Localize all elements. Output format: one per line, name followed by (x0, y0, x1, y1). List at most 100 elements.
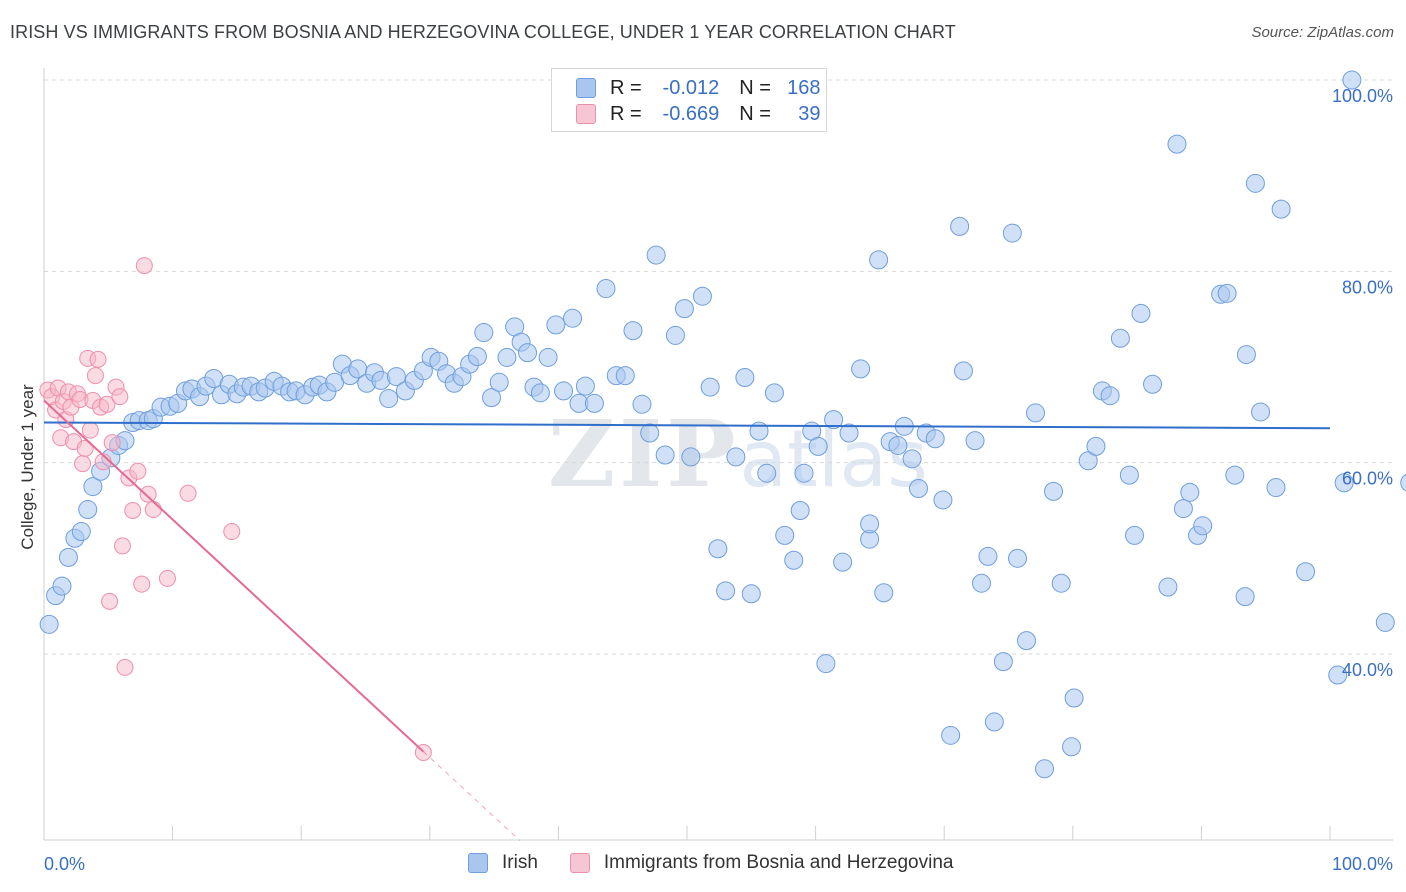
bosnia-point-32 (135, 257, 153, 275)
irish-swatch (576, 78, 596, 98)
bosnia-point-34 (144, 501, 162, 519)
irish-point-78 (632, 394, 652, 414)
irish-point-76 (615, 366, 635, 386)
irish-point-89 (726, 447, 746, 467)
irish-point-125 (1002, 223, 1022, 243)
irish-point-122 (978, 546, 998, 566)
bosnia-point-27 (116, 658, 134, 676)
irish-point-167 (860, 514, 880, 534)
irish-point-5 (71, 522, 91, 542)
irish-point-46 (379, 389, 399, 409)
irish-point-113 (908, 478, 928, 498)
irish-point-154 (1245, 173, 1265, 193)
irish-point-2 (52, 576, 72, 596)
y-tick-label-80: 80.0% (1342, 277, 1393, 297)
irish-point-141 (1131, 303, 1151, 323)
irish-point-72 (575, 376, 595, 396)
irish-point-7 (83, 477, 103, 497)
irish-point-105 (851, 359, 871, 379)
legend-n-bosnia: 39 (798, 102, 821, 125)
irish-point-87 (708, 539, 728, 559)
irish-point-138 (1110, 328, 1130, 348)
irish-point-96 (784, 550, 804, 570)
axes (43, 68, 1393, 841)
irish-legend-swatch (468, 853, 488, 873)
irish-point-94 (764, 383, 784, 403)
bosnia-point-21 (98, 395, 116, 413)
irish-point-150 (1217, 283, 1237, 303)
legend-n-label: N = (739, 76, 771, 99)
irish-point-69 (554, 381, 574, 401)
bosnia-point-35 (158, 569, 176, 587)
irish-point-47 (386, 367, 406, 387)
irish-point-93 (757, 463, 777, 483)
legend-row-bosnia: R = -0.669 N = 39 (576, 103, 821, 125)
legend-label-irish: Irish (502, 852, 538, 873)
irish-point-107 (869, 250, 889, 270)
series-legend: Irish Immigrants from Bosnia and Herzego… (468, 852, 985, 874)
bosnia-point-22 (101, 592, 119, 610)
irish-point-123 (984, 712, 1004, 732)
irish-point-126 (1008, 548, 1028, 568)
y-tick-labels: 40.0% 60.0% 80.0% 100.0% (1332, 86, 1393, 680)
irish-point-77 (623, 321, 643, 341)
chart-title: IRISH VS IMMIGRANTS FROM BOSNIA AND HERZ… (10, 22, 956, 42)
irish-point-145 (1173, 499, 1193, 519)
legend-item-bosnia[interactable]: Immigrants from Bosnia and Herzegovina (569, 852, 953, 874)
irish-point-67 (538, 347, 558, 367)
irish-point-98 (794, 463, 814, 483)
irish-point-64 (518, 343, 538, 363)
irish-point-110 (888, 435, 908, 455)
trend-lines (43, 399, 1331, 841)
legend-r-label: R = (610, 76, 642, 99)
irish-point-152 (1235, 587, 1255, 607)
legend-r-irish: -0.012 (662, 76, 720, 99)
irish-point-140 (1125, 525, 1145, 545)
bosnia-point-13 (76, 439, 94, 457)
irish-point-155 (1251, 402, 1271, 422)
y-tick-label-40: 40.0% (1342, 660, 1393, 680)
irish-point-163 (1400, 474, 1406, 492)
irish-point-137 (1100, 386, 1120, 406)
irish-point-82 (665, 325, 685, 345)
irish-point-133 (1064, 688, 1084, 708)
irish-point-83 (674, 299, 694, 319)
irish-point-148 (1193, 516, 1213, 536)
bosnia-trend-extension (423, 751, 521, 841)
irish-point-3 (58, 547, 78, 567)
x-tick-label-max: 100.0% (1332, 854, 1393, 874)
irish-point-70 (563, 308, 583, 328)
irish-point-68 (546, 315, 566, 335)
irish-point-120 (965, 431, 985, 451)
irish-point-144 (1167, 134, 1187, 154)
irish-point-151 (1225, 465, 1245, 485)
irish-point-84 (681, 447, 701, 467)
irish-point-128 (1026, 403, 1046, 423)
irish-points (39, 70, 1406, 779)
bosnia-point-37 (223, 523, 241, 541)
irish-point-66 (530, 383, 550, 403)
irish-point-80 (646, 245, 666, 265)
x-tick-label-min: 0.0% (44, 854, 85, 874)
legend-item-irish[interactable]: Irish (468, 852, 538, 874)
irish-point-115 (925, 429, 945, 449)
irish-point-112 (902, 449, 922, 469)
irish-point-121 (971, 573, 991, 593)
watermark-zip: ZIP (548, 400, 740, 508)
irish-point-103 (833, 552, 853, 572)
irish-point-131 (1051, 573, 1071, 593)
bosnia-point-23 (103, 434, 121, 452)
irish-point-143 (1158, 577, 1178, 597)
irish-point-104 (839, 423, 859, 443)
irish-point-79 (640, 423, 660, 443)
irish-point-6 (78, 500, 98, 520)
irish-point-90 (735, 368, 755, 388)
irish-point-130 (1044, 481, 1064, 501)
irish-point-60 (489, 372, 509, 392)
legend-r-label-2: R = (610, 102, 642, 125)
irish-point-101 (816, 654, 836, 674)
irish-point-97 (790, 501, 810, 520)
irish-point-153 (1236, 345, 1256, 365)
bosnia-point-17 (86, 367, 104, 385)
irish-point-118 (950, 216, 970, 236)
